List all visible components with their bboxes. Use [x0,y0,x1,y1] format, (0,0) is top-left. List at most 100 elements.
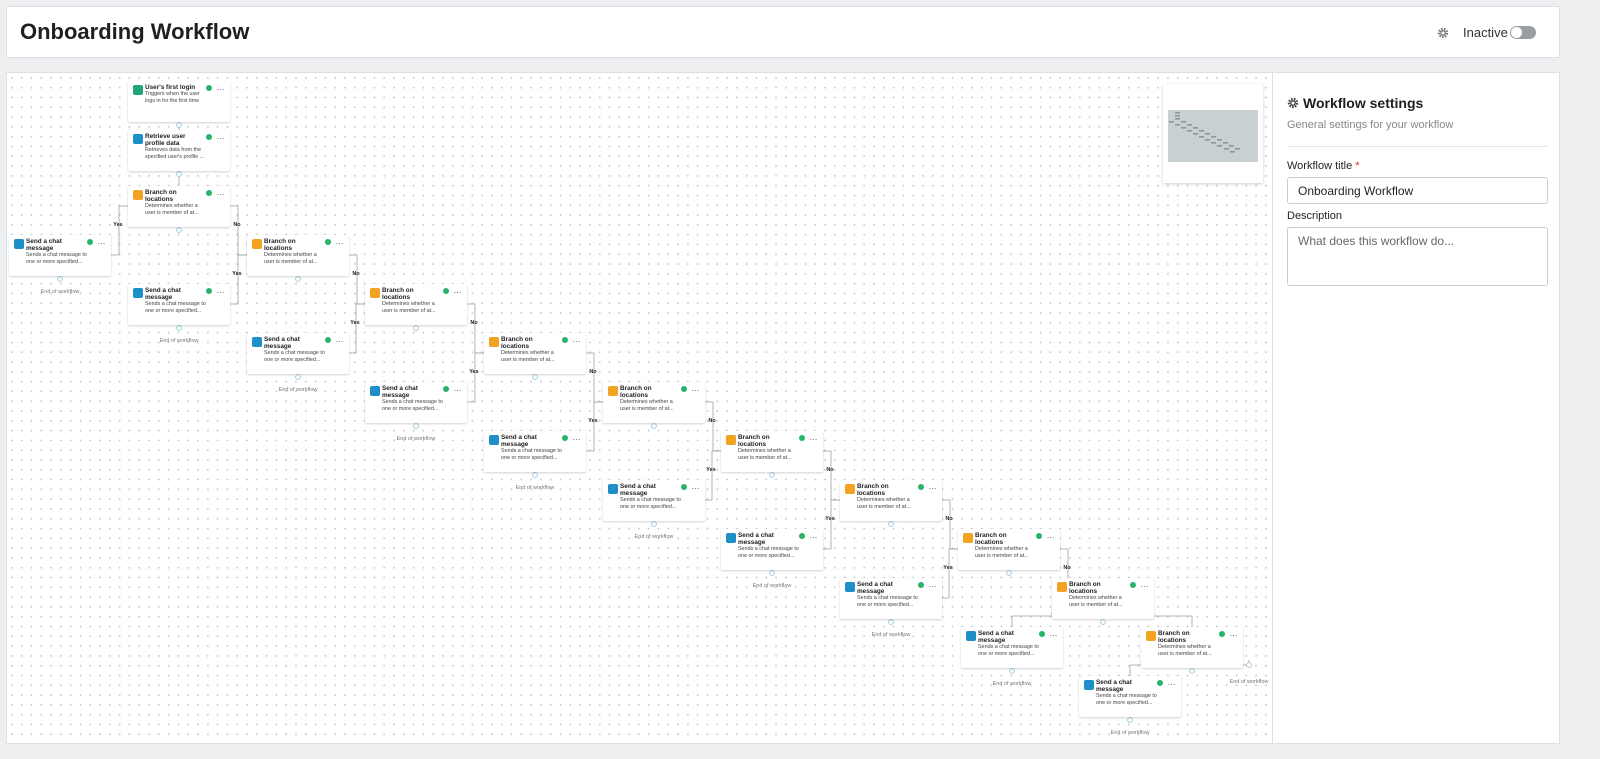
end-label: End of workflow [1229,679,1269,685]
node-menu[interactable]: … [1046,531,1055,540]
workflow-node[interactable]: Branch on locations … Determines whether a… [484,333,586,374]
node-menu[interactable]: … [453,384,462,393]
workflow-node[interactable]: Send a chat message … Sends a chat message… [484,431,586,472]
workflow-node[interactable]: Send a chat message … Sends a chat message… [961,627,1063,668]
node-icon [133,134,143,144]
node-title: Branch on locations [1158,630,1190,644]
node-menu[interactable]: … [216,132,225,141]
node-icon [370,288,380,298]
node-menu[interactable]: … [928,580,937,589]
node-menu[interactable]: … [809,531,818,540]
minimap-nodes [1169,112,1240,153]
node-title: Branch on locations [382,287,414,301]
node-description: Determines whether a user is member of a… [264,252,318,265]
workflow-node[interactable]: Branch on locations … Determines whether a… [1052,578,1154,619]
node-icon [252,337,262,347]
node-title: Send a chat message [382,385,418,399]
node-menu[interactable]: … [572,335,581,344]
status-check [325,337,331,343]
edge-label: No [945,516,953,522]
edge-label: Yes [113,222,123,228]
workflow-node[interactable]: Branch on locations … Determines whether a… [603,382,705,423]
node-description: Sends a chat message to one or more spec… [857,595,918,608]
workflow-node[interactable]: Branch on locations … Determines whether a… [721,431,823,472]
node-menu[interactable]: … [1167,678,1176,687]
node-icon [608,484,618,494]
workflow-node[interactable]: Send a chat message … Sends a chat message… [840,578,942,619]
node-title: Branch on locations [620,385,652,399]
workflow-node[interactable]: Send a chat message … Sends a chat message… [721,529,823,570]
node-icon [370,386,380,396]
status-check [1157,680,1163,686]
status-toggle[interactable] [1510,26,1536,39]
workflow-node[interactable]: Send a chat message … Sends a chat message… [247,333,349,374]
node-menu[interactable]: … [928,482,937,491]
node-icon [1146,631,1156,641]
node-menu[interactable]: … [1229,629,1238,638]
workflow-node[interactable]: Branch on locations … Determines whether a… [1141,627,1243,668]
edge-label: No [233,222,241,228]
end-label: End of workflow [992,681,1032,687]
workflow-node[interactable]: Branch on locations … Determines whether a… [128,186,230,227]
required-mark: * [1355,160,1360,172]
settings-panel: Workflow settings General settings for y… [1273,72,1560,744]
edge-label: No [352,271,360,277]
workflow-node[interactable]: Send a chat message … Sends a chat message… [365,382,467,423]
node-description: Determines whether a user is member of a… [738,448,792,461]
node-menu[interactable]: … [453,286,462,295]
divider [1287,146,1548,147]
workflow-node[interactable]: Branch on locations … Determines whether a… [840,480,942,521]
node-menu[interactable]: … [691,482,700,491]
node-menu[interactable]: … [809,433,818,442]
workflow-node[interactable]: Send a chat message … Sends a chat message… [603,480,705,521]
edge-label: Yes [825,516,835,522]
node-description: Sends a chat message to one or more spec… [620,497,681,510]
description-input[interactable]: What does this workflow do... [1287,227,1548,286]
node-description: Sends a chat message to one or more spec… [26,252,87,265]
node-menu[interactable]: … [1049,629,1058,638]
node-menu[interactable]: … [691,384,700,393]
workflow-node[interactable]: Send a chat message … Sends a chat message… [9,235,111,276]
workflow-node[interactable]: Branch on locations … Determines whether a… [958,529,1060,570]
node-icon [252,239,262,249]
node-description: Determines whether a user is member of a… [975,546,1029,559]
settings-icon[interactable] [1437,27,1449,39]
edge-label: No [1063,565,1071,571]
node-title: Branch on locations [975,532,1007,546]
workflow-node[interactable]: Send a chat message … Sends a chat message… [1079,676,1181,717]
workflow-node[interactable]: Branch on locations … Determines whether a… [365,284,467,325]
node-title: Branch on locations [264,238,296,252]
status-check [562,435,568,441]
workflow-node[interactable]: Branch on locations … Determines whether a… [247,235,349,276]
node-icon [1057,582,1067,592]
workflow-node[interactable]: Send a chat message … Sends a chat message… [128,284,230,325]
field-label: Workflow title * [1287,160,1360,172]
workflow-node[interactable]: Retrieve user profile data … Retrieves dat… [128,130,230,171]
end-label: End of workflow [40,289,80,295]
node-description: Sends a chat message to one or more spec… [382,399,443,412]
node-menu[interactable]: … [335,237,344,246]
node-menu[interactable]: … [216,188,225,197]
end-label: End of workflow [1110,730,1150,736]
status-check [681,484,687,490]
node-description: Determines whether a user is member of a… [382,301,436,314]
node-icon [133,85,143,95]
node-menu[interactable]: … [97,237,106,246]
panel-subtitle: General settings for your workflow [1287,119,1454,131]
end-label: End of workflow [752,583,792,589]
node-description: Retrieves data from the specified user's… [145,147,205,160]
node-menu[interactable]: … [335,335,344,344]
node-title: Branch on locations [857,483,889,497]
node-title: User's first login [145,84,196,91]
node-menu[interactable]: … [572,433,581,442]
node-title: Branch on locations [1069,581,1101,595]
title-input[interactable]: Onboarding Workflow [1287,177,1548,204]
status-label: Inactive [1463,25,1508,40]
node-menu[interactable]: … [1140,580,1149,589]
end-label: End of workflow [396,436,436,442]
node-menu[interactable]: … [216,83,225,92]
workflow-node[interactable]: User's first login … Triggers when the use… [128,81,230,122]
end-label: End of workflow [159,338,199,344]
node-icon [966,631,976,641]
node-menu[interactable]: … [216,286,225,295]
